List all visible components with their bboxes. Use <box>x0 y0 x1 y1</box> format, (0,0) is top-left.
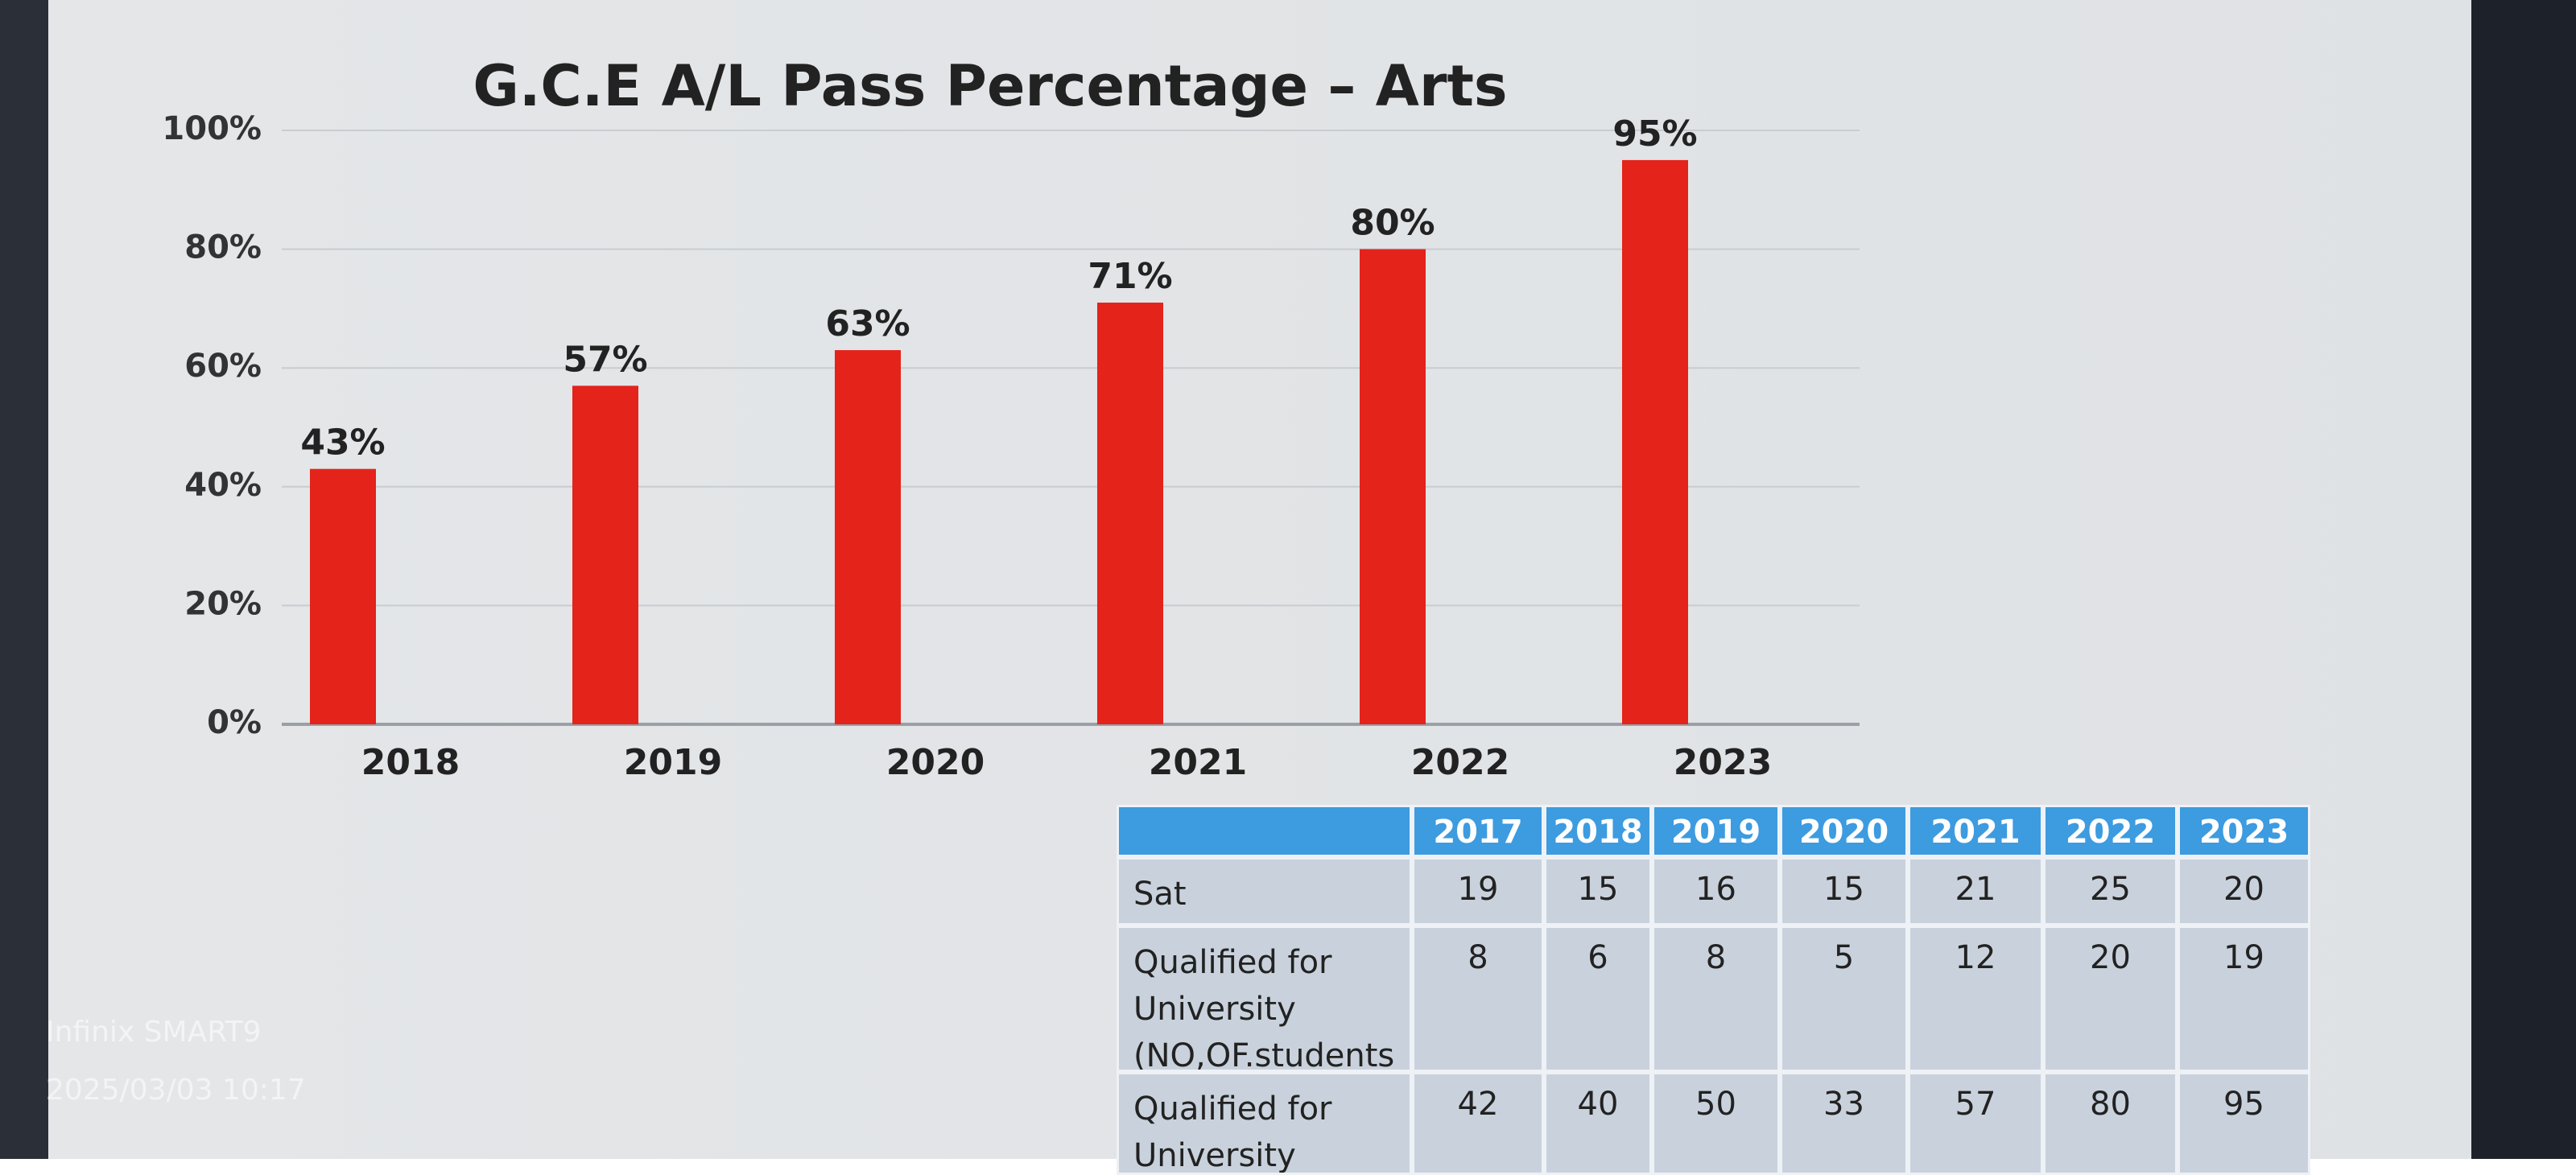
header-cell: 2021 <box>1908 805 2043 857</box>
bar <box>1622 159 1688 724</box>
chart-title: G.C.E A/L Pass Percentage – Arts <box>473 53 1507 119</box>
table-cell: 20 <box>2043 926 2178 1072</box>
table-cell: 33 <box>1780 1072 1908 1175</box>
x-tick-label: 2021 <box>1149 742 1247 783</box>
y-tick-label: 40% <box>184 467 262 504</box>
table-cell: 21 <box>1908 857 2043 926</box>
table-cell: 5 <box>1780 926 1908 1072</box>
watermark-timestamp: 2025/03/03 10:17 <box>46 1074 306 1107</box>
table-cell: 50 <box>1652 1072 1780 1175</box>
x-tick-label: 2019 <box>624 742 722 783</box>
header-cell: 2020 <box>1780 805 1908 857</box>
table-cell: 15 <box>1780 857 1908 926</box>
header-cell: 2017 <box>1412 805 1544 857</box>
header-cell: 2018 <box>1544 805 1652 857</box>
watermark-brand: Infinix SMART9 <box>46 1016 262 1049</box>
table-cell: 19 <box>2178 926 2310 1072</box>
table-cell: 80 <box>2043 1072 2178 1175</box>
table-cell: 8 <box>1652 926 1780 1072</box>
value-label: 71% <box>1088 256 1172 297</box>
y-tick-label: 80% <box>184 229 262 266</box>
y-tick-label: 100% <box>162 110 262 147</box>
bar <box>835 350 901 724</box>
x-tick-label: 2020 <box>886 742 985 783</box>
y-tick-label: 60% <box>184 348 262 385</box>
x-tick-label: 2018 <box>361 742 460 783</box>
table-cell: 95 <box>2178 1072 2310 1175</box>
table-cell: 15 <box>1544 857 1652 926</box>
header-cell: 2022 <box>2043 805 2178 857</box>
bar <box>1360 249 1426 725</box>
value-label: 57% <box>563 339 647 380</box>
table-cell: 20 <box>2178 857 2310 926</box>
y-tick-label: 20% <box>184 585 262 622</box>
x-tick-label: 2023 <box>1674 742 1772 783</box>
table-cell: 16 <box>1652 857 1780 926</box>
header-cell: 2019 <box>1652 805 1780 857</box>
value-label: 80% <box>1350 203 1435 244</box>
table-cell: 19 <box>1412 857 1544 926</box>
bar <box>310 468 376 724</box>
bar <box>572 385 638 724</box>
value-label: 95% <box>1612 113 1697 155</box>
table-cell: 57 <box>1908 1072 2043 1175</box>
header-corner <box>1117 805 1412 857</box>
table-cell: 8 <box>1412 926 1544 1072</box>
table-cell: 42 <box>1412 1072 1544 1175</box>
value-label: 63% <box>825 303 910 344</box>
header-cell: 2023 <box>2178 805 2310 857</box>
table-cell: 12 <box>1908 926 2043 1072</box>
value-label: 43% <box>300 423 385 464</box>
y-tick-label: 0% <box>207 704 262 741</box>
table-cell: 40 <box>1544 1072 1652 1175</box>
row-label: Qualified for University <box>1117 1072 1412 1175</box>
row-label: Qualified for University (NO,OF.students <box>1117 926 1412 1072</box>
row-label: Sat <box>1117 857 1412 926</box>
table-cell: 6 <box>1544 926 1652 1072</box>
table-cell: 25 <box>2043 857 2178 926</box>
x-tick-label: 2022 <box>1411 742 1509 783</box>
bar <box>1097 303 1163 724</box>
